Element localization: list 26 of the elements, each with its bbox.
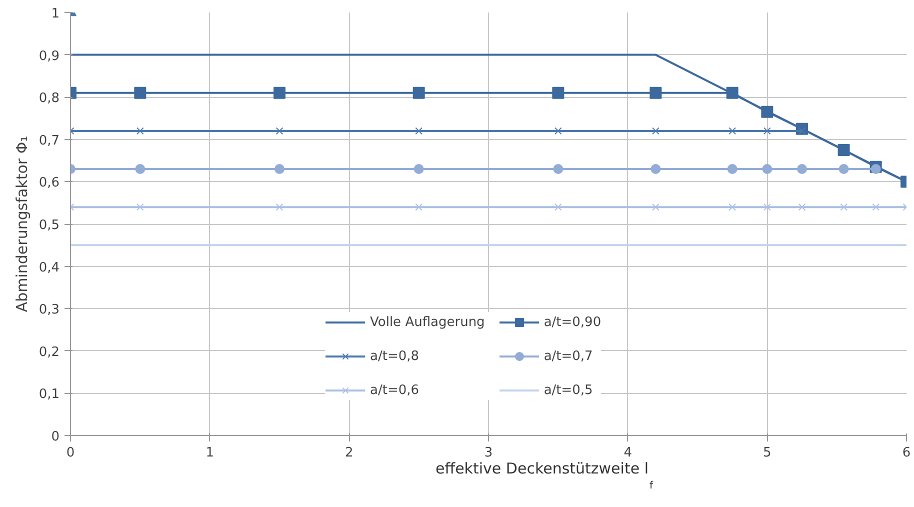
y-tick-label: 0,8 xyxy=(38,91,60,106)
x-tick-label: 0 xyxy=(66,446,75,460)
legend-label: a/t=0,90 xyxy=(544,314,602,330)
x-axis-title: effektive Deckenstützweite lf xyxy=(436,460,654,492)
y-tick-label: 0,6 xyxy=(38,176,60,191)
x-tick-label: 4 xyxy=(624,446,632,460)
x-tick-label: 3 xyxy=(484,446,493,460)
y-tick-label: 0,9 xyxy=(38,48,60,64)
legend-label: a/t=0,5 xyxy=(544,382,593,398)
legend-label: a/t=0,7 xyxy=(544,348,593,364)
y-tick-label: 0,4 xyxy=(38,260,60,276)
x-tick-label: 6 xyxy=(902,446,911,460)
legend-label: a/t=0,8 xyxy=(370,348,420,364)
y-axis-title: Abminderungsfaktor Φ₁ xyxy=(12,136,31,312)
legend-label: a/t=0,6 xyxy=(370,382,420,398)
x-tick-label: 1 xyxy=(206,446,214,460)
y-tick-label: 0,7 xyxy=(38,133,60,148)
y-tick-label: 0,1 xyxy=(38,387,60,402)
y-tick-label: 1 xyxy=(51,6,60,22)
legend-label: Volle Auflagerung xyxy=(370,314,485,330)
x-tick-label: 2 xyxy=(345,446,354,460)
y-tick-label: 0,2 xyxy=(38,344,60,360)
y-tick-label: 0,3 xyxy=(38,302,60,318)
y-tick-label: 0,5 xyxy=(38,218,60,233)
y-tick-label: 0 xyxy=(51,430,60,444)
x-tick-label: 5 xyxy=(763,446,772,460)
